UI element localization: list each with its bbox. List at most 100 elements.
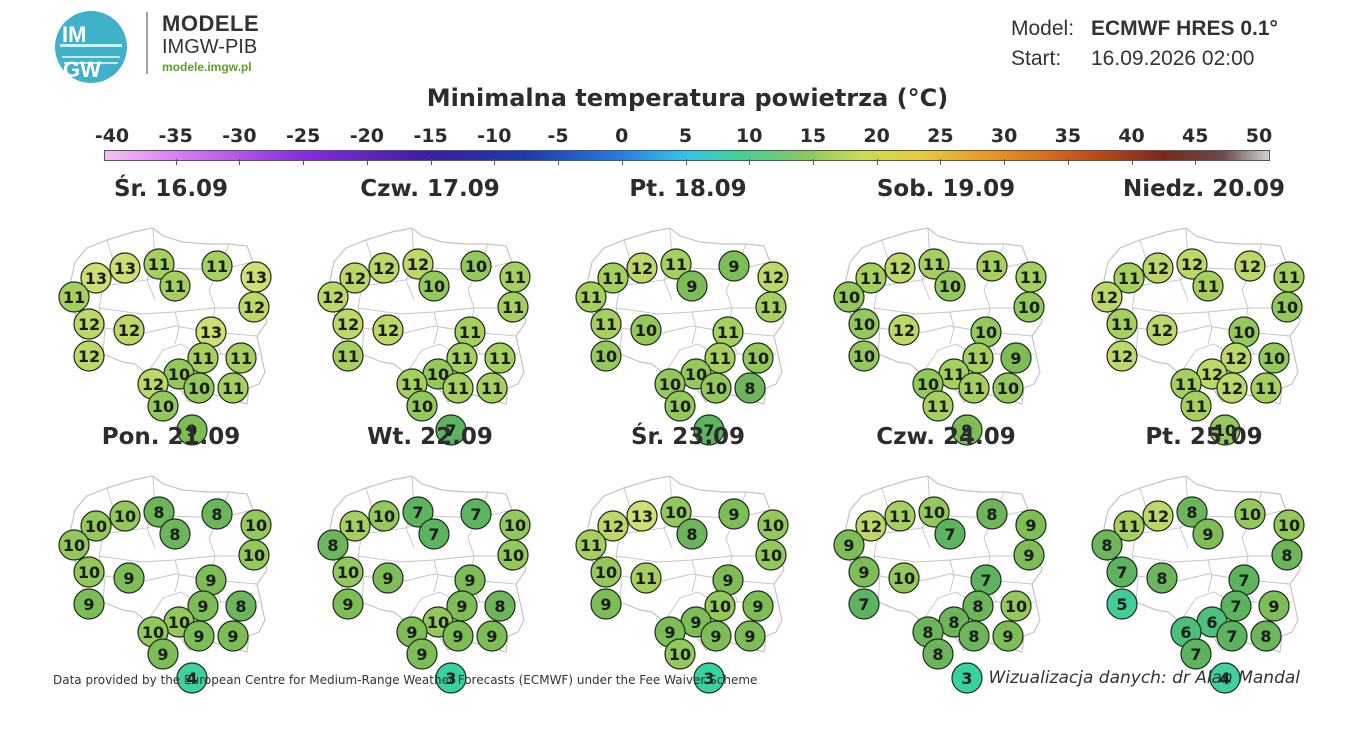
station-circle (742, 342, 774, 374)
station-circle (1013, 539, 1045, 571)
brand-url[interactable]: modele.imgw.pl (162, 60, 252, 74)
station-marker: 11 (201, 250, 233, 282)
station-marker: 7 (1106, 556, 1138, 588)
station-circle (1192, 518, 1224, 550)
scale-tick-label: -35 (158, 125, 193, 147)
region-border (691, 311, 697, 345)
station-temp: 11 (504, 268, 526, 287)
station-temp: 11 (760, 298, 782, 317)
station-marker: 11 (922, 390, 954, 422)
station-temp: 11 (967, 349, 989, 368)
station-marker: 9 (742, 590, 774, 622)
station-temp: 10 (669, 397, 691, 416)
station-marker: 7 (934, 518, 966, 550)
station-circle (848, 556, 880, 588)
station-temp: 10 (1263, 349, 1285, 368)
station-marker: 8 (734, 372, 766, 404)
station-temp: 6 (1206, 613, 1217, 632)
station-temp: 11 (1020, 268, 1042, 287)
station-marker: 10 (1258, 342, 1290, 374)
station-marker: 8 (1091, 529, 1123, 561)
station-temp: 10 (245, 516, 267, 535)
station-marker: 12 (372, 314, 404, 346)
station-temp: 12 (243, 298, 265, 317)
scale-tick (1131, 159, 1133, 165)
station-temp: 9 (123, 569, 134, 588)
station-temp: 10 (78, 563, 100, 582)
station-circle (888, 314, 920, 346)
station-marker: 9 (992, 620, 1024, 652)
station-marker: 12 (368, 252, 400, 284)
station-circle (1209, 662, 1241, 694)
station-circle (109, 252, 141, 284)
station-circle (332, 556, 364, 588)
station-circle (476, 620, 508, 652)
station-marker: 11 (217, 372, 249, 404)
scale-tick (621, 159, 623, 165)
station-marker: 10 (755, 539, 787, 571)
station-temp: 9 (464, 571, 475, 590)
station-temp: 11 (337, 347, 359, 366)
station-marker: 7 (848, 588, 880, 620)
scale-tick-label: 45 (1182, 125, 1209, 147)
station-temp: 12 (860, 517, 882, 536)
station-temp: 11 (63, 288, 85, 307)
station-marker: 10 (1273, 509, 1305, 541)
station-marker: 10 (918, 496, 950, 528)
station-marker: 12 (888, 314, 920, 346)
station-marker: 9 (195, 564, 227, 596)
station-temp: 10 (705, 379, 727, 398)
station-temp: 12 (1151, 321, 1173, 340)
station-marker: 11 (1113, 262, 1145, 294)
station-temp: 11 (580, 536, 602, 555)
station-temp: 10 (411, 397, 433, 416)
station-marker: 11 (855, 262, 887, 294)
station-temp: 8 (972, 597, 983, 616)
station-circle (1106, 340, 1138, 372)
station-marker: 10 (147, 390, 179, 422)
station-temp: 8 (1101, 536, 1112, 555)
station-temp: 9 (1268, 597, 1279, 616)
station-marker: 12 (113, 314, 145, 346)
station-circle (848, 308, 880, 340)
station-circle (1000, 590, 1032, 622)
station-temp: 11 (1197, 277, 1219, 296)
station-marker: 10 (848, 308, 880, 340)
station-circle (590, 588, 622, 620)
station-marker: 12 (317, 281, 349, 313)
scale-tick (558, 159, 560, 165)
model-label: Model: (1011, 17, 1075, 40)
station-marker: 3 (951, 662, 983, 694)
station-circle (238, 291, 270, 323)
day-label: Pon. 21.09 (101, 424, 241, 450)
scale-tick (812, 159, 814, 165)
station-temp: 9 (1010, 349, 1021, 368)
station-marker: 8 (976, 498, 1008, 530)
station-circle (73, 308, 105, 340)
station-marker: 10 (183, 372, 215, 404)
station-temp: 11 (1111, 315, 1133, 334)
station-circle (484, 590, 516, 622)
station-temp: 11 (344, 517, 366, 536)
station-circle (484, 342, 516, 374)
station-marker: 12 (1234, 250, 1266, 282)
station-temp: 8 (686, 525, 697, 544)
station-marker: 12 (332, 308, 364, 340)
station-temp: 7 (412, 503, 423, 522)
day-panel: Śr. 16.09 13 13 11 11 13 11 11 12 12 12 13 11 12 11 10 1… (51, 176, 291, 446)
station-temp: 12 (337, 315, 359, 334)
brand-title: MODELE (162, 11, 260, 36)
station-marker: 9 (951, 414, 983, 446)
station-marker: 10 (1234, 498, 1266, 530)
station-temp: 10 (168, 365, 190, 384)
station-temp: 10 (243, 546, 265, 565)
station-temp: 12 (78, 315, 100, 334)
scale-tick-label: -10 (477, 125, 512, 147)
day-panel: Pt. 25.09 11 12 8 10 10 8 9 8 7 8 7 7 5 9 6 6 7 7 8 4 (1084, 424, 1324, 694)
station-marker: 7 (460, 498, 492, 530)
station-temp: 9 (227, 627, 238, 646)
station-temp: 11 (860, 269, 882, 288)
station-temp: 10 (917, 375, 939, 394)
